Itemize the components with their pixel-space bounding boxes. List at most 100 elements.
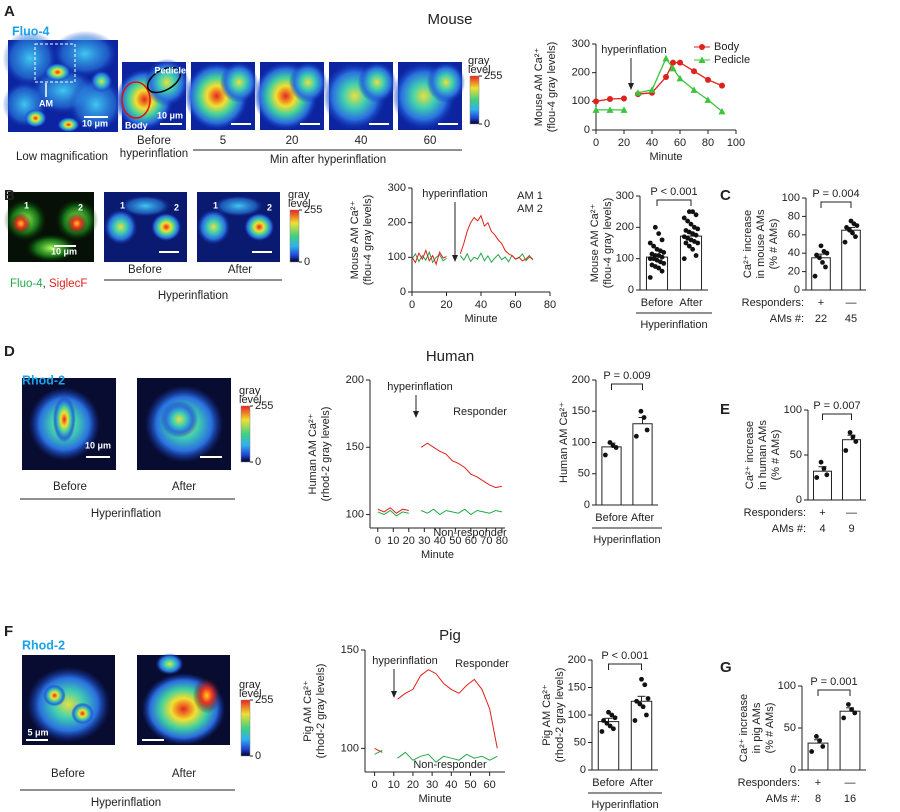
data-point [814, 734, 819, 739]
marker [607, 96, 613, 103]
y-tick-label: 100 [782, 192, 800, 204]
cell-signal [144, 58, 190, 107]
time-label: 60 [424, 135, 437, 147]
group-label: Hyperinflation [158, 290, 228, 302]
data-point [688, 221, 694, 227]
data-point [599, 729, 605, 734]
data-point [812, 273, 818, 279]
data-point [821, 248, 827, 254]
caption: hyperinflation [120, 148, 188, 160]
y-axis-label: (% # AMs) [768, 219, 780, 270]
dye-label: Rhod-2 [22, 373, 65, 387]
zoom-box [34, 43, 76, 83]
region-label: Body [125, 120, 148, 130]
data-point [683, 228, 689, 233]
panel-letter: G [720, 659, 732, 676]
colorbar-tick-label: 255 [255, 694, 273, 706]
cell-signal [57, 117, 80, 132]
colorbar [240, 405, 251, 463]
annotation: hyperinflation [422, 188, 487, 200]
legend-marker [698, 56, 706, 63]
data-point [659, 268, 665, 274]
data-point [609, 712, 615, 718]
series-line [374, 749, 498, 763]
y-tick-label: 0 [400, 286, 406, 298]
data-point [604, 720, 610, 726]
data-point [848, 218, 854, 224]
data-point [633, 433, 639, 439]
x-tick-label: 20 [440, 299, 452, 311]
data-point [654, 246, 660, 252]
data-point [691, 224, 697, 230]
panel-letter: D [4, 343, 15, 360]
x-tick-label: Before [592, 777, 624, 789]
condition-label: After [228, 264, 252, 276]
bar [841, 229, 861, 291]
group-label: Hyperinflation [593, 534, 660, 546]
dye-label: Rhod-2 [22, 638, 65, 652]
count-label: 4 [819, 523, 825, 535]
series-label: AM 1 [517, 190, 543, 202]
p-value: P = 0.001 [810, 676, 857, 688]
data-point [647, 240, 653, 246]
colorbar-tick-label: 0 [255, 456, 261, 468]
outline [146, 66, 182, 94]
y-tick-label: 200 [572, 374, 590, 386]
cell-signal [244, 213, 275, 241]
y-tick-label: 300 [616, 190, 634, 202]
data-point [683, 240, 689, 246]
data-point [809, 749, 815, 754]
cell-signal [71, 702, 94, 725]
y-tick-label: 100 [572, 436, 590, 448]
data-point [681, 215, 687, 221]
data-point [607, 440, 613, 445]
p-value: P < 0.001 [601, 650, 648, 662]
cell-label: 2 [267, 202, 272, 212]
annotation-arrowhead [413, 411, 419, 418]
data-point [639, 676, 644, 682]
y-axis-label: Ca²⁺ increase [744, 421, 756, 489]
scale-label: 5 μm [27, 727, 48, 737]
cell-signal [66, 213, 88, 234]
colorbar-title: gray [239, 385, 261, 397]
y-tick-label: 0 [584, 124, 590, 136]
y-tick-label: 100 [572, 95, 590, 107]
outline [121, 81, 151, 119]
panel-letter: A [4, 3, 15, 20]
series-label: Non-responder [413, 759, 487, 771]
cell-signal [24, 109, 47, 128]
group-label: Hyperinflation [640, 319, 707, 331]
data-point [823, 264, 828, 270]
y-axis-label: Human AM Ca²⁺ [558, 402, 570, 483]
panel-letter: E [720, 401, 730, 418]
annotation-arrowhead [452, 255, 458, 262]
cell-signal [104, 209, 138, 245]
colorbar-title: level [468, 64, 491, 76]
marker [718, 107, 726, 115]
series-line [377, 442, 503, 514]
cell-label: 1 [213, 200, 218, 210]
y-tick-label: 0 [584, 499, 590, 511]
y-tick-label: 50 [574, 736, 586, 748]
x-tick-label: 80 [496, 535, 508, 547]
micrographs: 1 2 1 2 1 2 [2, 30, 466, 745]
colorbar-tick-label: 255 [255, 400, 273, 412]
series-line [374, 669, 498, 753]
data-point [652, 224, 658, 230]
marker [648, 86, 656, 93]
data-point [634, 698, 639, 704]
x-tick-label: 40 [475, 299, 487, 311]
data-point [611, 726, 616, 732]
marker [676, 74, 684, 82]
data-point [853, 234, 858, 240]
cell-signal [155, 653, 184, 675]
data-point [656, 253, 662, 258]
significance-bracket [611, 383, 643, 390]
marker [719, 82, 725, 89]
y-tick-label: 100 [778, 680, 796, 692]
y-axis-label: (rhod-2 gray levels) [320, 407, 332, 502]
marker [621, 95, 627, 102]
data-point [645, 696, 651, 701]
y-axis-label: Pig AM Ca²⁺ [541, 684, 553, 746]
scale-label: 10 μm [157, 110, 183, 120]
